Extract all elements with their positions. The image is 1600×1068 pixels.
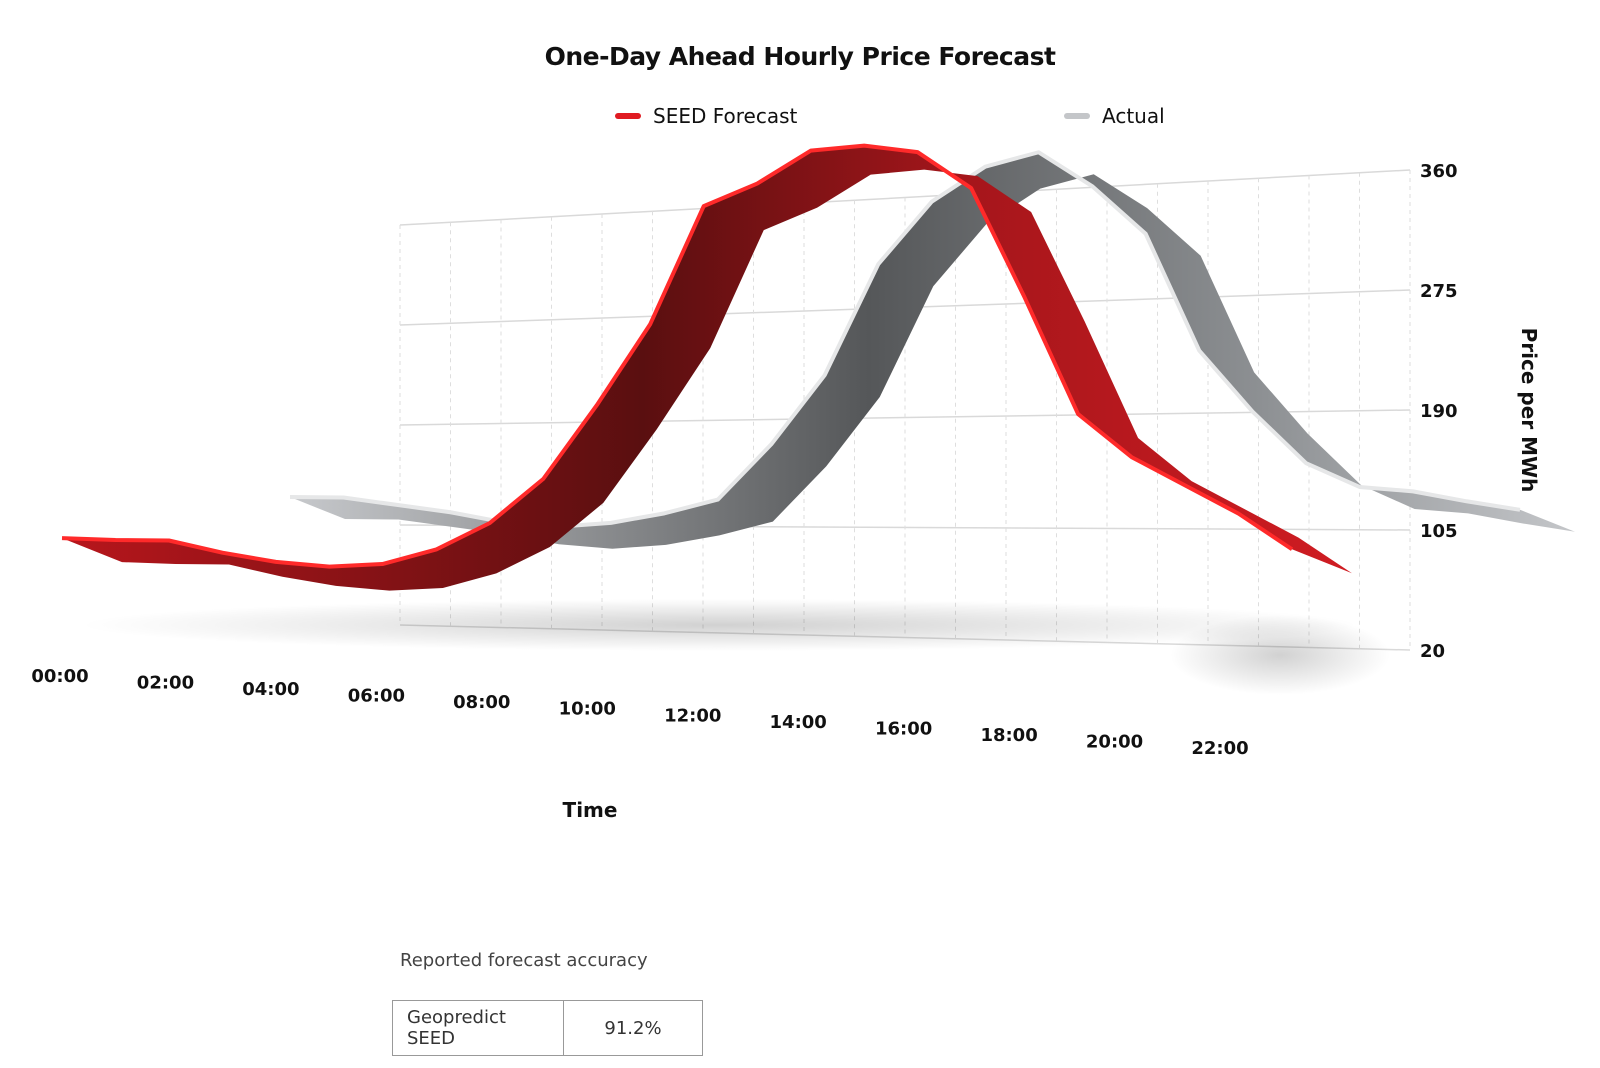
x-tick-label: 08:00 [453,692,510,713]
legend-item-actual: Actual [1064,104,1165,128]
x-axis-title: Time [563,798,618,822]
floor-shadow [80,599,1360,651]
x-tick-label: 16:00 [875,718,932,739]
legend-swatch-red [615,113,641,119]
chart-title: One-Day Ahead Hourly Price Forecast [544,42,1056,71]
x-tick-label: 04:00 [242,679,299,700]
y-axis-title: Price per MWh [1517,328,1541,493]
y-tick-label: 105 [1420,521,1458,542]
legend-label-actual: Actual [1102,104,1165,128]
series-seed-forecast-line [61,143,1294,569]
series-layer [61,143,1575,591]
x-tick-label: 20:00 [1086,731,1143,752]
floor-shadow-right [1170,615,1390,695]
x-tick-label: 22:00 [1191,738,1248,759]
x-tick-label: 18:00 [980,725,1037,746]
table-row: Geopredict SEED 91.2% [392,1000,703,1056]
accuracy-model-cell: Geopredict SEED [392,1000,564,1056]
series-seed-forecast [61,143,1352,591]
legend-swatch-grey [1064,113,1090,119]
legend-label-seed-forecast: SEED Forecast [653,104,798,128]
x-tick-label: 06:00 [348,686,405,707]
x-tick-label: 10:00 [559,699,616,720]
x-tick-label: 00:00 [31,666,88,687]
accuracy-table: Geopredict SEED 91.2% [392,1000,703,1056]
y-tick-label: 360 [1420,161,1458,182]
x-axis: 00:00 02:00 04:00 06:00 08:00 10:00 12:00 14:00… [31,666,1248,759]
accuracy-caption: Reported forecast accuracy [400,950,648,971]
y-axis: 20 105 190 275 360 [1420,161,1458,662]
series-seed-forecast-band [62,145,1352,591]
y-tick-label: 20 [1420,641,1445,662]
x-tick-label: 02:00 [137,673,194,694]
legend-item-seed-forecast: SEED Forecast [615,104,797,128]
y-tick-label: 190 [1420,401,1458,422]
accuracy-value-cell: 91.2% [563,1000,703,1056]
y-tick-label: 275 [1420,281,1458,302]
x-tick-label: 14:00 [770,712,827,733]
price-forecast-chart: 20 105 190 275 360 00:00 02:00 04:00 06:00 08:00… [31,143,1575,822]
x-tick-label: 12:00 [664,705,721,726]
series-actual [289,150,1575,549]
shadow-layer [80,599,1390,695]
